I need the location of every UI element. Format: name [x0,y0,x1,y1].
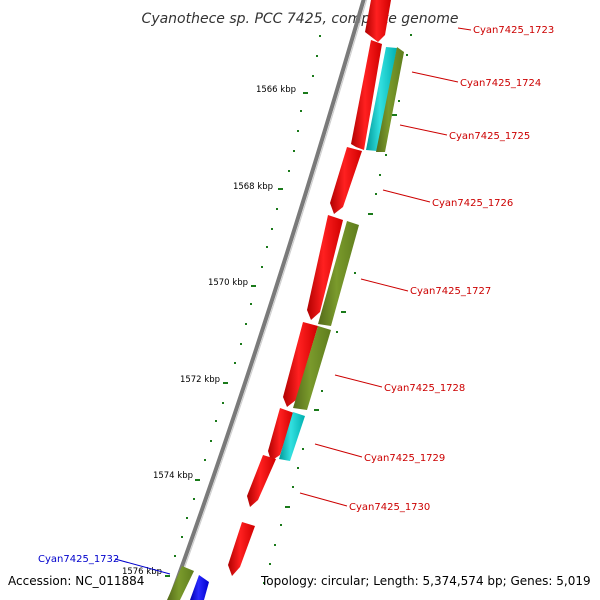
inner-dotted-ring [165,35,321,577]
backbone-highlight [172,0,368,600]
gene-arrow-1728[interactable] [283,322,318,407]
gene-label-1724[interactable]: Cyan7425_1724 [460,78,541,89]
gene-label-1723[interactable]: Cyan7425_1723 [473,25,554,36]
gene-arrow-1733[interactable] [190,575,209,600]
topology-text: Topology: circular; Length: 5,374,574 bp… [261,574,591,588]
gene-label-1726[interactable]: Cyan7425_1726 [432,198,513,209]
tick-label-1572: 1572 kbp [180,375,220,385]
gene-label-1727[interactable]: Cyan7425_1727 [410,286,491,297]
gene-arrow-1723b[interactable] [351,40,382,150]
gene-arrow-1724[interactable] [366,47,397,151]
gene-arrow-1727[interactable] [318,221,359,326]
gene-arrow-1729[interactable] [279,412,305,461]
gene-label-1730[interactable]: Cyan7425_1730 [349,502,430,513]
gene-arrow-1725[interactable] [376,47,404,152]
gene-arrow-1730[interactable] [247,455,276,507]
map-title: Cyanothece sp. PCC 7425, complete genome [142,11,459,27]
minus-strand-genes [228,0,391,576]
gene-arrow-1729-cds[interactable] [268,408,294,461]
major-tick [303,92,308,94]
gene-label-1729[interactable]: Cyan7425_1729 [364,453,445,464]
gene-arrow-1727-cds[interactable] [307,215,343,320]
tick-label-1574: 1574 kbp [153,471,193,481]
tick-label-1568: 1568 kbp [233,182,273,192]
gene-label-1732[interactable]: Cyan7425_1732 [38,554,119,565]
gene-label-1728[interactable]: Cyan7425_1728 [384,383,465,394]
tick-label-1570: 1570 kbp [208,278,248,288]
gene-arrow-1731[interactable] [228,522,255,576]
leader-lines [114,27,472,575]
gene-arrow-1723[interactable] [365,0,391,42]
gene-arrow-1728-plus[interactable] [293,326,331,410]
tick-label-1576: 1576 kbp [122,567,162,577]
accession-text: Accession: NC_011884 [8,574,145,588]
gene-arrow-1726[interactable] [330,147,362,214]
outer-dotted-ring [263,34,412,584]
tick-label-1566: 1566 kbp [256,85,296,95]
gene-arrow-1732[interactable] [167,566,194,600]
backbone-outer [167,0,366,600]
plus-strand-genes [167,47,404,600]
gene-label-1725[interactable]: Cyan7425_1725 [449,131,530,142]
